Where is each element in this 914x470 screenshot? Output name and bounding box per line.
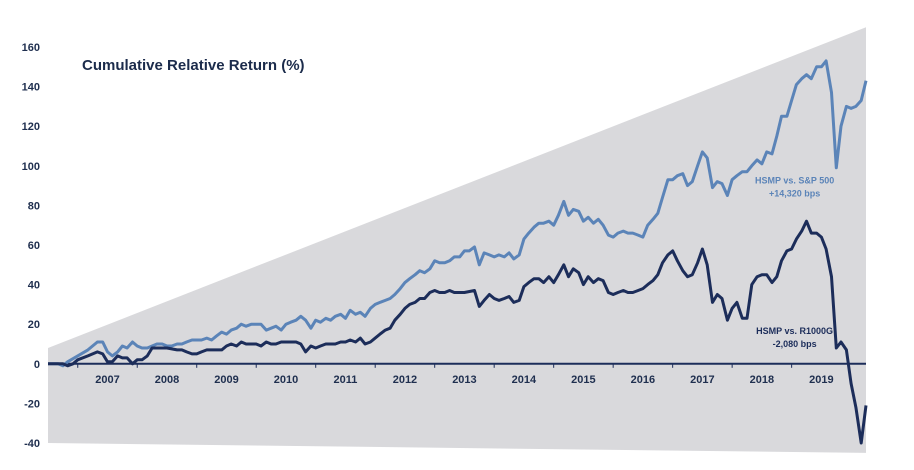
chart-title: Cumulative Relative Return (%) [82, 57, 305, 74]
series-annotations: HSMP vs. S&P 500 +14,320 bps HSMP vs. R100… [755, 176, 834, 349]
annotation-1-line-1: HSMP vs. S&P 500 [755, 176, 834, 186]
x-tick-label: 2007 [95, 374, 119, 386]
x-tick-label: 2019 [809, 374, 833, 386]
x-tick-label: 2015 [571, 374, 595, 386]
y-axis-tick-labels: -40 -20 0 20 40 60 80 100 120 140 160 [22, 42, 40, 450]
x-tick-label: 2017 [690, 374, 714, 386]
y-tick-label: 20 [28, 319, 40, 331]
x-axis-tick-labels: 2007 2008 2009 2010 2011 2012 2013 2014 2015 2016… [77, 363, 834, 386]
y-tick-label: 140 [22, 82, 40, 94]
x-tick-label: 2011 [334, 374, 358, 386]
y-tick-label: 40 [28, 280, 40, 292]
y-tick-label: 160 [22, 42, 40, 54]
y-tick-label: 120 [22, 121, 40, 133]
x-tick-label: 2010 [274, 374, 298, 386]
y-tick-label: 60 [28, 240, 40, 252]
series-line-2 [48, 219, 868, 445]
x-tick-label: 2016 [631, 374, 655, 386]
annotation-2-line-1: HSMP vs. R1000G [756, 326, 833, 336]
annotation-2-line-2: -2,080 bps [773, 339, 817, 349]
x-tick-label: 2018 [750, 374, 774, 386]
x-tick-label: 2012 [393, 374, 417, 386]
y-tick-label: 0 [34, 359, 40, 371]
shaded-return-wedge [48, 27, 866, 453]
annotation-1-line-2: +14,320 bps [769, 189, 820, 199]
x-tick-label: 2014 [512, 374, 537, 386]
y-tick-label: -40 [24, 438, 40, 450]
x-tick-label: 2013 [452, 374, 476, 386]
y-tick-label: -20 [24, 398, 40, 410]
series-lines [48, 59, 868, 445]
x-tick-label: 2008 [155, 374, 179, 386]
y-tick-label: 100 [22, 161, 40, 173]
y-tick-label: 80 [28, 200, 40, 212]
x-tick-label: 2009 [214, 374, 238, 386]
series-line-1 [48, 59, 868, 368]
